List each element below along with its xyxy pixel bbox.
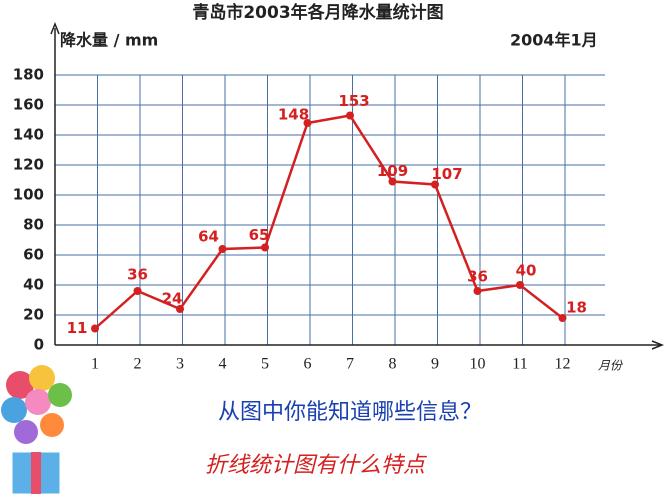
y-tick-label: 60 xyxy=(23,246,44,264)
data-point xyxy=(176,305,184,313)
y-tick-label: 120 xyxy=(13,156,44,174)
x-tick-label: 5 xyxy=(261,356,269,373)
data-point xyxy=(431,180,439,189)
value-label: 11 xyxy=(67,319,88,337)
x-tick-label: 2 xyxy=(134,356,142,373)
prompt: 折线统计图有什么特点 xyxy=(205,453,428,478)
date-note: 2004年1月 xyxy=(510,31,598,50)
y-tick-label: 40 xyxy=(23,276,44,294)
value-label: 65 xyxy=(249,226,270,244)
x-axis-label: 月份 xyxy=(598,359,624,373)
data-point xyxy=(388,177,397,186)
y-tick-label: 140 xyxy=(13,126,44,144)
data-line xyxy=(94,114,564,330)
data-point xyxy=(516,281,524,289)
data-point xyxy=(218,245,227,253)
y-axis-arrow xyxy=(50,21,60,35)
value-label: 24 xyxy=(162,290,183,308)
y-tick-label: 20 xyxy=(23,306,44,324)
value-label: 64 xyxy=(198,228,219,246)
value-label: 107 xyxy=(431,165,462,183)
question: 从图中你能知道哪些信息？ xyxy=(218,400,482,425)
x-tick-label: 11 xyxy=(512,356,527,373)
value-label: 148 xyxy=(278,106,309,124)
balloons xyxy=(1,365,72,495)
x-tick-label: 8 xyxy=(389,356,397,373)
chart-title: 青岛市2003年各月降水量统计图 xyxy=(192,2,443,23)
x-axis-arrow xyxy=(651,340,665,350)
y-tick-label: 100 xyxy=(13,186,44,204)
data-point xyxy=(558,314,567,322)
x-tick-label: 7 xyxy=(346,356,354,373)
x-tick-label: 12 xyxy=(555,356,571,373)
value-label: 36 xyxy=(127,266,148,284)
x-tick-label: 4 xyxy=(219,356,227,373)
y-tick-label: 160 xyxy=(13,96,44,114)
value-label: 153 xyxy=(338,92,369,110)
x-tick-label: 9 xyxy=(431,356,439,373)
x-tick-label: 3 xyxy=(176,356,184,373)
y-tick-label: 80 xyxy=(23,216,44,234)
data-point xyxy=(303,119,312,127)
data-point xyxy=(91,324,99,333)
x-tick-label: 1 xyxy=(91,356,99,373)
value-label: 36 xyxy=(467,268,488,286)
data-point xyxy=(261,243,269,252)
data-point xyxy=(473,287,482,295)
data-point xyxy=(346,111,354,120)
y-tick-label: 180 xyxy=(13,66,44,84)
y-tick-label: 0 xyxy=(34,336,44,354)
x-tick-label: 6 xyxy=(304,356,312,373)
value-label: 40 xyxy=(516,262,537,280)
y-axis-label: 降水量 / mm xyxy=(60,31,158,50)
value-label: 109 xyxy=(377,162,408,180)
x-tick-label: 10 xyxy=(470,356,486,373)
value-label: 18 xyxy=(566,299,587,317)
data-point xyxy=(133,287,142,295)
